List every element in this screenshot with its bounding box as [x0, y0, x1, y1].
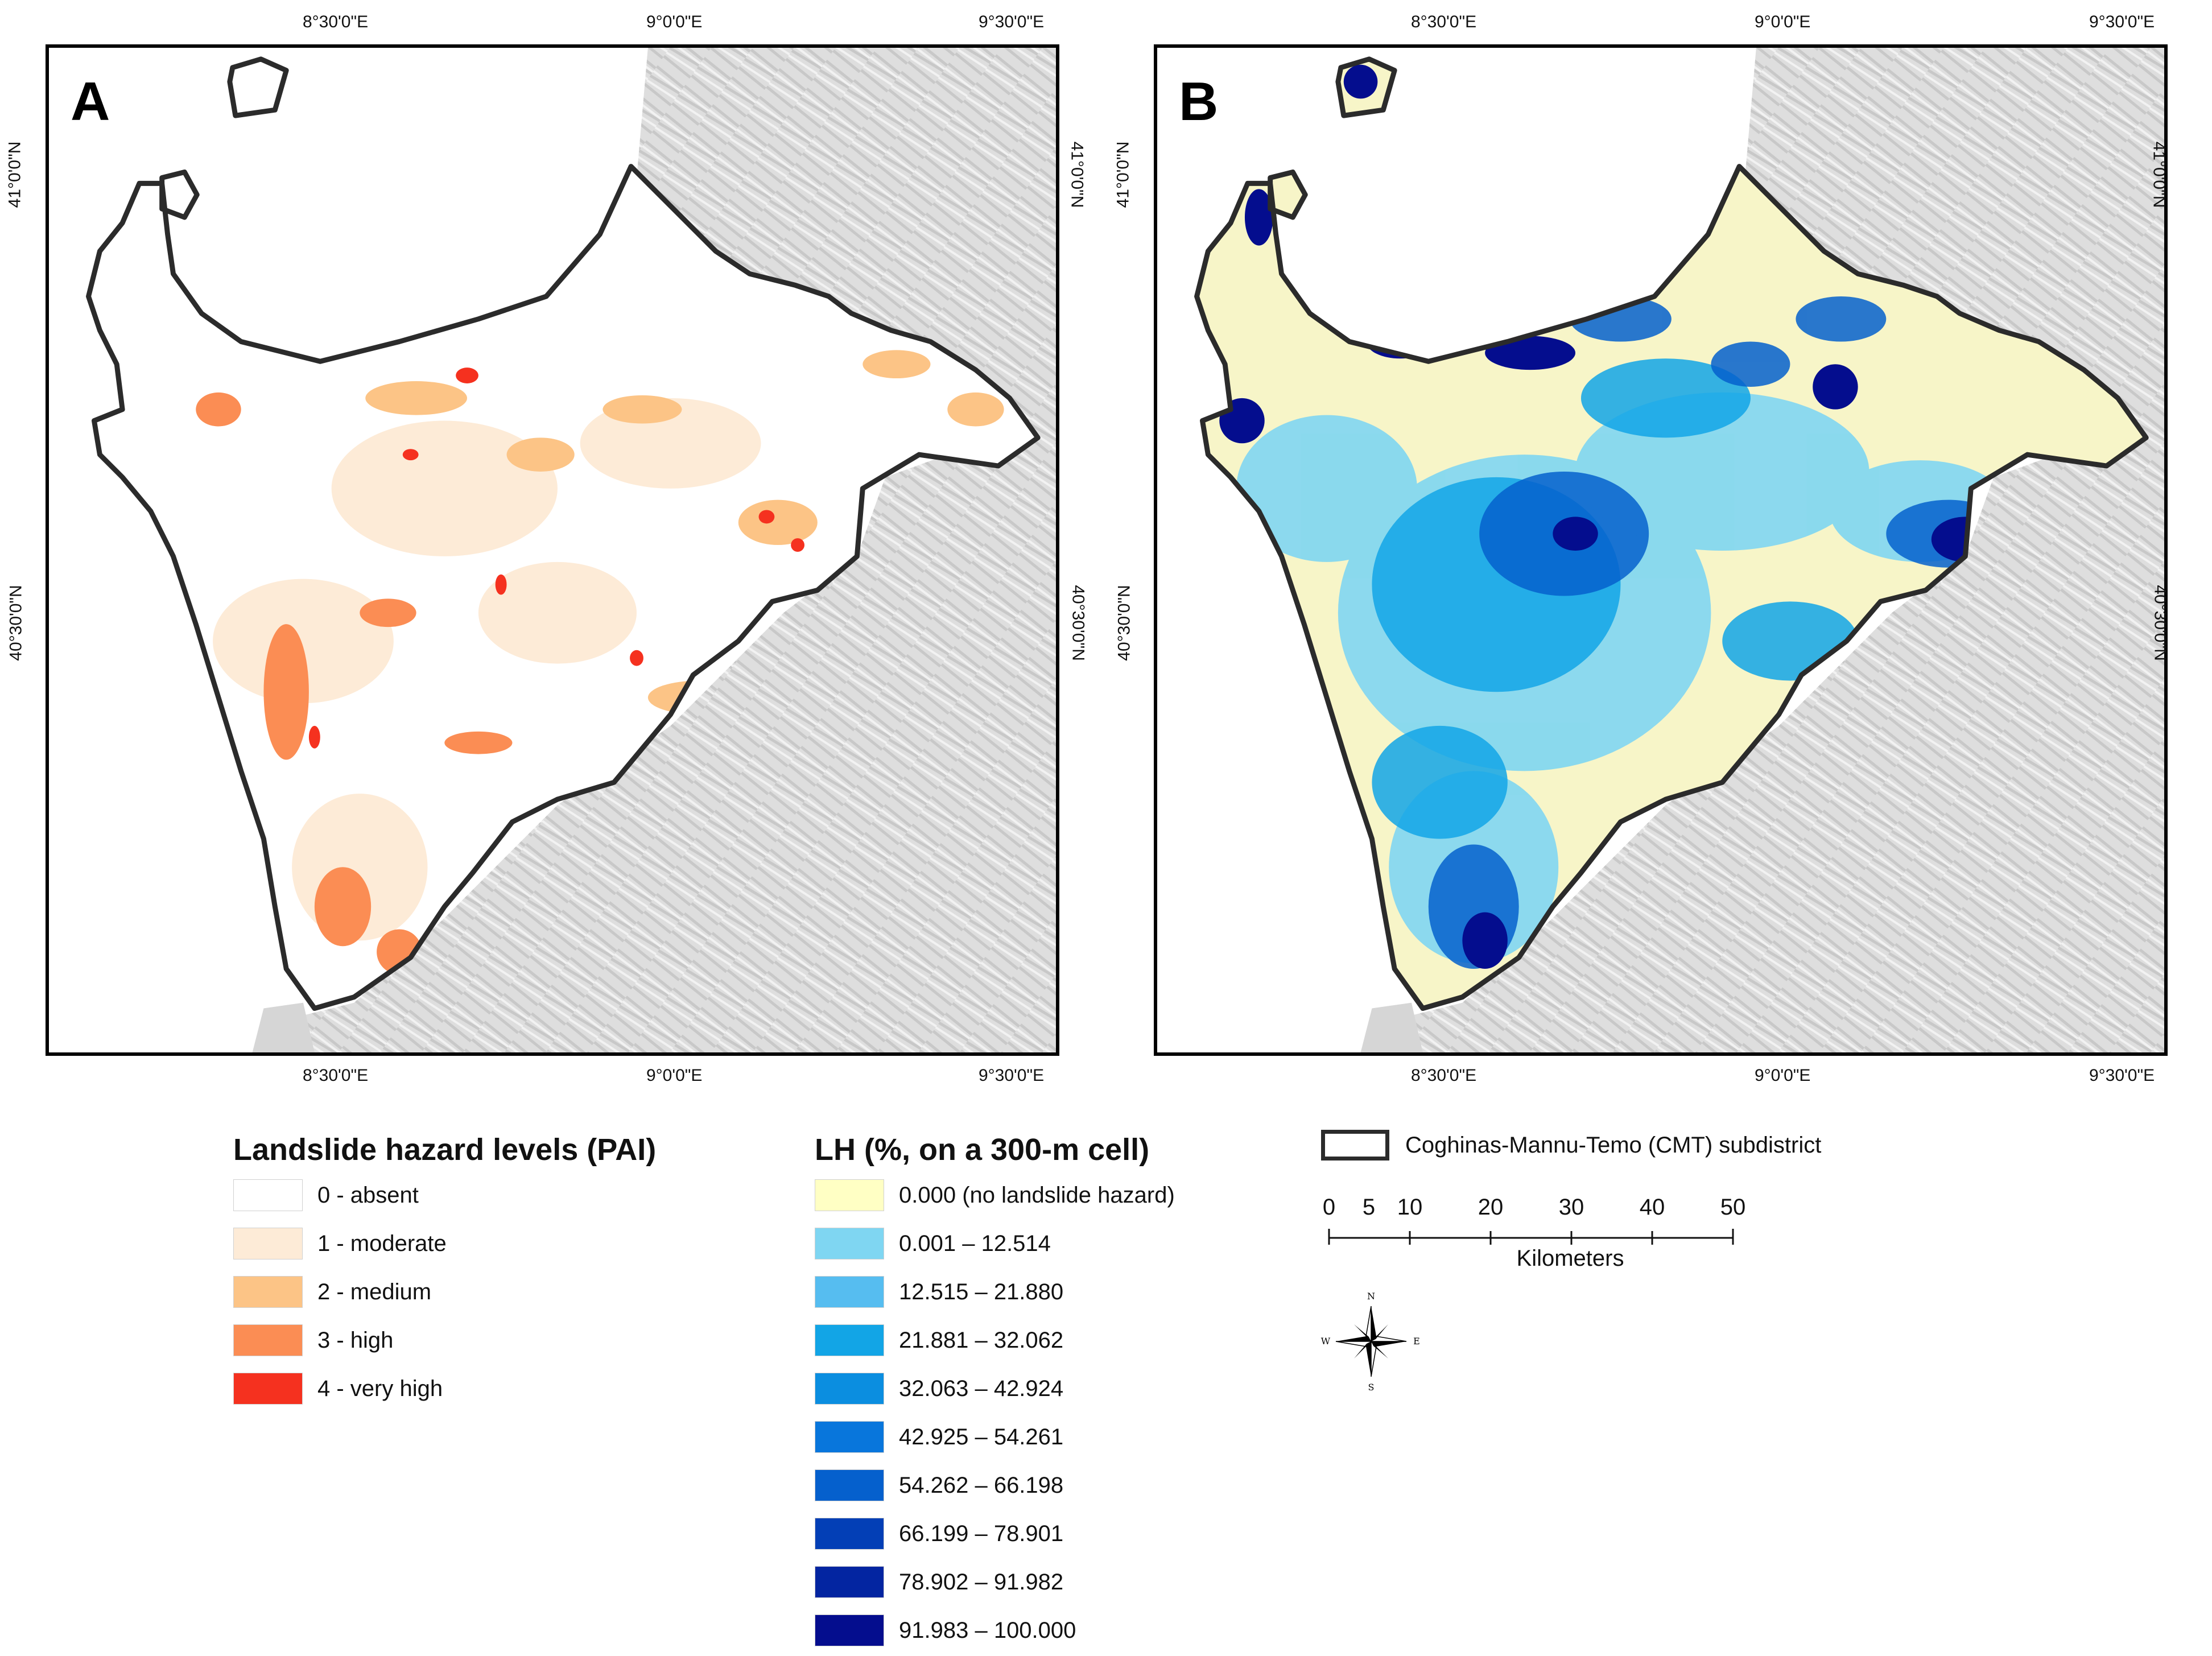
legend-label: 0.000 (no landslide hazard): [899, 1182, 1175, 1208]
legend-label: 42.925 – 54.261: [899, 1424, 1064, 1449]
legend-lh-item: 0.001 – 12.514: [815, 1227, 1051, 1260]
legend-label: 12.515 – 21.880: [899, 1279, 1064, 1304]
legend-swatch: [233, 1324, 303, 1356]
legend-label: 32.063 – 42.924: [899, 1376, 1064, 1401]
legend-lh-item: 54.262 – 66.198: [815, 1469, 1063, 1502]
lat-label-left: 41°0'0"N: [5, 141, 24, 208]
lon-label-top: 8°30'0"E: [1411, 13, 1477, 31]
legend-swatch: [815, 1324, 884, 1356]
legend-label: 3 - high: [317, 1327, 394, 1353]
map-panel-a: A: [46, 44, 1059, 1056]
map-panel-b: B: [1154, 44, 2168, 1056]
legend-label: 0.001 – 12.514: [899, 1230, 1051, 1256]
legend-swatch: [233, 1373, 303, 1405]
lon-label-bottom: 8°30'0"E: [1411, 1066, 1477, 1085]
legend-pai-item: 1 - moderate: [233, 1227, 447, 1260]
legend-swatch: [233, 1276, 303, 1308]
legend-lh-title: LH (%, on a 300-m cell): [815, 1133, 1150, 1167]
compass-e: E: [1413, 1336, 1420, 1347]
legend-swatch: [815, 1276, 884, 1308]
legend-pai-item: 2 - medium: [233, 1275, 431, 1308]
hillshade-relief: [252, 48, 1056, 1052]
scale-tick-label: 20: [1478, 1195, 1504, 1220]
scale-tick-label: 0: [1322, 1195, 1336, 1220]
legend-label: 54.262 – 66.198: [899, 1472, 1064, 1498]
legend-swatch: [815, 1469, 884, 1501]
panel-label-a: A: [71, 71, 110, 132]
compass-s: S: [1368, 1382, 1375, 1393]
scale-tick-label: 30: [1558, 1195, 1584, 1220]
legend-pai-item: 0 - absent: [233, 1179, 419, 1212]
boundary-legend: Coghinas-Mannu-Temo (CMT) subdistrict: [1321, 1130, 1821, 1161]
lon-label-bottom: 9°0'0"E: [1755, 1066, 1811, 1085]
scale-unit-label: Kilometers: [1516, 1246, 1624, 1271]
legend-pai-item: 3 - high: [233, 1324, 393, 1357]
legend-swatch: [815, 1614, 884, 1646]
legend-pai-item: 4 - very high: [233, 1372, 443, 1405]
legend-swatch: [233, 1228, 303, 1259]
legend-label: 1 - moderate: [317, 1230, 447, 1256]
scale-tick-label: 5: [1362, 1195, 1376, 1220]
compass-n: N: [1367, 1291, 1375, 1302]
lon-label-bottom: 9°30'0"E: [979, 1066, 1045, 1085]
legend-swatch: [815, 1373, 884, 1405]
lon-label-bottom: 9°0'0"E: [646, 1066, 703, 1085]
lon-label-top: 9°0'0"E: [646, 13, 703, 31]
lat-label-right: 40°30'0"N: [2151, 585, 2170, 661]
legend-lh-item: 66.199 – 78.901: [815, 1517, 1063, 1550]
legend-label: 2 - medium: [317, 1279, 432, 1304]
legend-label: 66.199 – 78.901: [899, 1521, 1064, 1546]
legend-lh-item: 12.515 – 21.880: [815, 1275, 1063, 1308]
lat-label-right: 41°0'0"N: [2149, 141, 2169, 208]
hillshade-map-b: [1157, 48, 2164, 1052]
lon-label-top: 8°30'0"E: [303, 13, 369, 31]
hillshade-map-a: [49, 48, 1056, 1052]
lat-label-right: 40°30'0"N: [1068, 585, 1088, 661]
legend-swatch: [815, 1228, 884, 1259]
lat-label-left: 40°30'0"N: [6, 585, 26, 661]
legend-lh-item: 78.902 – 91.982: [815, 1566, 1063, 1599]
legend-swatch: [815, 1566, 884, 1598]
legend-swatch: [815, 1421, 884, 1453]
boundary-label: Coghinas-Mannu-Temo (CMT) subdistrict: [1405, 1132, 1822, 1158]
panel-label-b: B: [1179, 71, 1219, 132]
legend-label: 78.902 – 91.982: [899, 1569, 1064, 1595]
legend-swatch: [233, 1179, 303, 1211]
legend-lh-item: 91.983 – 100.000: [815, 1614, 1076, 1647]
legend-pai-title: Landslide hazard levels (PAI): [233, 1133, 657, 1167]
cmt-boundary-b: [1194, 56, 2149, 1011]
scale-tick-label: 10: [1397, 1195, 1423, 1220]
lat-label-right: 41°0'0"N: [1067, 141, 1087, 208]
scale-bar-ruler: [1328, 1229, 1734, 1245]
legend-lh-item: 32.063 – 42.924: [815, 1372, 1063, 1405]
lat-label-left: 40°30'0"N: [1115, 585, 1134, 661]
lon-label-top: 9°30'0"E: [979, 13, 1045, 31]
lat-label-left: 41°0'0"N: [1113, 141, 1133, 208]
compass-w: W: [1321, 1336, 1331, 1347]
boundary-swatch: [1321, 1130, 1389, 1161]
lon-label-bottom: 9°30'0"E: [2089, 1066, 2155, 1085]
hillshade-relief: [1360, 48, 2164, 1052]
legend-lh-item: 21.881 – 32.062: [815, 1324, 1063, 1357]
legend-swatch: [815, 1179, 884, 1211]
legend-label: 91.983 – 100.000: [899, 1617, 1076, 1643]
legend-label: 0 - absent: [317, 1182, 419, 1208]
lon-label-top: 9°30'0"E: [2089, 13, 2155, 31]
legend-swatch: [815, 1518, 884, 1550]
scale-tick-label: 50: [1720, 1195, 1746, 1220]
legend-label: 4 - very high: [317, 1376, 443, 1401]
legend-lh-item: 0.000 (no landslide hazard): [815, 1179, 1175, 1212]
cmt-boundary-a: [86, 56, 1041, 1011]
compass-rose-icon: N S E W: [1320, 1290, 1422, 1393]
lon-label-bottom: 8°30'0"E: [303, 1066, 369, 1085]
legend-lh-item: 42.925 – 54.261: [815, 1420, 1063, 1453]
scale-tick-label: 40: [1639, 1195, 1665, 1220]
legend-label: 21.881 – 32.062: [899, 1327, 1064, 1353]
lon-label-top: 9°0'0"E: [1755, 13, 1811, 31]
